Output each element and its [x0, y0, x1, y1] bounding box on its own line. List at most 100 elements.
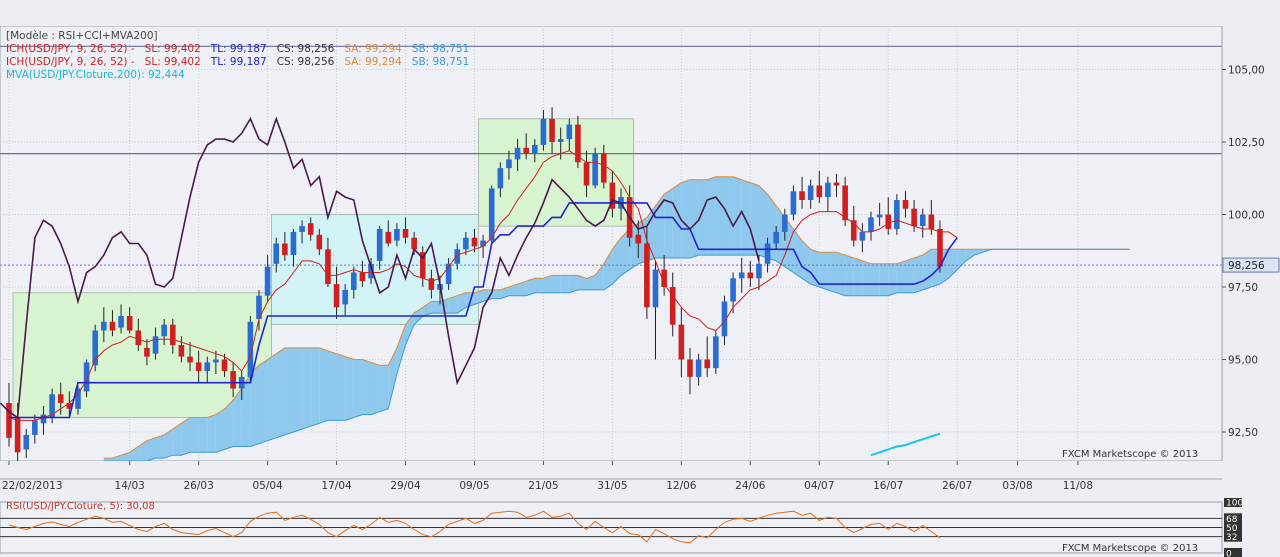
cloud-segment	[129, 446, 139, 461]
candle-body	[894, 200, 900, 229]
candle-body	[109, 321, 116, 331]
cloud-segment	[845, 255, 854, 296]
candle-body	[178, 345, 185, 357]
cloud-segment	[957, 249, 966, 270]
cloud-segment	[388, 347, 397, 409]
cloud-segment	[965, 249, 975, 261]
candle-body	[316, 234, 323, 250]
candle-body	[669, 287, 676, 325]
mva-legend: MVA(USD/JPY.Cloture,200): 92,444	[6, 69, 185, 81]
candle-body	[204, 362, 211, 372]
candle-body	[738, 272, 745, 279]
rsi-tick-label: 32	[1226, 533, 1237, 543]
rsi-tick-tag	[1224, 548, 1242, 557]
candle-body	[83, 362, 90, 392]
ich2-name: ICH(USD/JPY, 9, 26, 52) -	[6, 56, 135, 68]
cloud-segment	[595, 263, 604, 290]
candle-body	[126, 316, 133, 331]
candle-body	[807, 185, 814, 200]
candle-body	[307, 223, 314, 235]
cloud-segment	[310, 347, 320, 427]
candle-body	[850, 220, 857, 241]
candle-body	[713, 336, 719, 369]
cloud-segment	[457, 292, 466, 314]
cloud-segment	[241, 374, 251, 447]
candle-body	[230, 371, 236, 389]
candle-body	[506, 159, 512, 169]
ich1-tl: TL: 99,187	[210, 43, 267, 55]
candle-body	[540, 118, 547, 145]
candle-body	[833, 182, 840, 186]
cloud-segment	[896, 260, 906, 293]
cloud-segment	[500, 287, 509, 299]
candle-body	[376, 229, 383, 261]
cloud-segment	[862, 260, 871, 296]
cloud-segment	[258, 359, 268, 444]
cloud-segment	[146, 437, 156, 461]
candle-body	[32, 420, 38, 435]
date-tick-label: 16/07	[873, 480, 903, 492]
candle-body	[773, 231, 779, 244]
date-tick-label: 05/04	[252, 480, 283, 492]
range-box	[12, 292, 272, 418]
candle-body	[644, 243, 650, 308]
cloud-segment	[517, 281, 527, 296]
date-tick-label: 22/02/2013	[2, 480, 63, 492]
candle-body	[411, 237, 417, 250]
candle-body	[687, 359, 693, 377]
candle-body	[14, 417, 21, 453]
candle-body	[730, 278, 736, 302]
candle-body	[842, 185, 848, 221]
ichimoku-legend-2: ICH(USD/JPY, 9, 26, 52) - SL: 99,402 TL: 9…	[6, 56, 479, 69]
candle-body	[282, 243, 288, 256]
cloud-segment	[293, 347, 303, 432]
candle-body	[566, 124, 573, 140]
candle-body	[368, 263, 374, 279]
rsi-tick-label: 68	[1226, 515, 1238, 525]
date-tick-label: 24/06	[735, 480, 766, 492]
cloud-segment	[819, 252, 828, 290]
price-tick-label: 100,00	[1228, 210, 1265, 222]
rsi-tick-tag	[1224, 513, 1242, 524]
cloud-segment	[405, 313, 415, 345]
cloud-segment	[577, 275, 587, 290]
mva-line	[870, 432, 941, 457]
candle-body	[652, 269, 659, 308]
date-tick-label: 31/05	[597, 480, 627, 492]
candle-body	[497, 168, 504, 189]
cloud-segment	[198, 417, 208, 453]
current-price-tag	[1222, 257, 1280, 273]
candle-body	[876, 214, 883, 218]
candle-body	[385, 231, 392, 244]
tenkan-line	[8, 150, 958, 421]
candle-body	[57, 394, 64, 403]
date-tick-label: 14/03	[115, 480, 145, 492]
candle-body	[635, 234, 642, 244]
cloud-segment	[379, 365, 389, 412]
cloud-segment	[698, 179, 708, 256]
cloud-segment	[664, 188, 673, 258]
cloud-segment	[534, 278, 544, 293]
candle-body	[523, 147, 529, 154]
candle-body	[816, 185, 823, 198]
date-tick-label: 26/03	[184, 480, 214, 492]
cloud-segment	[121, 452, 130, 461]
rsi-line	[8, 510, 941, 544]
cloud-segment	[181, 417, 191, 456]
candle-body	[221, 359, 228, 372]
price-tick-label: 97,50	[1228, 282, 1258, 294]
cloud-segment	[526, 278, 535, 296]
candle-body	[118, 316, 124, 328]
cloud-segment	[190, 417, 199, 453]
cloud-segment	[793, 229, 803, 279]
cloud-segment	[103, 458, 113, 461]
cloud-segment	[612, 237, 622, 285]
candle-body	[764, 243, 771, 264]
cloud-segment	[569, 275, 578, 293]
cloud-segment	[552, 275, 561, 293]
candle-body	[919, 214, 926, 227]
candle-body	[6, 403, 12, 438]
cloud-segment	[914, 255, 923, 293]
cloud-segment	[164, 429, 173, 459]
candle-body	[868, 217, 874, 232]
